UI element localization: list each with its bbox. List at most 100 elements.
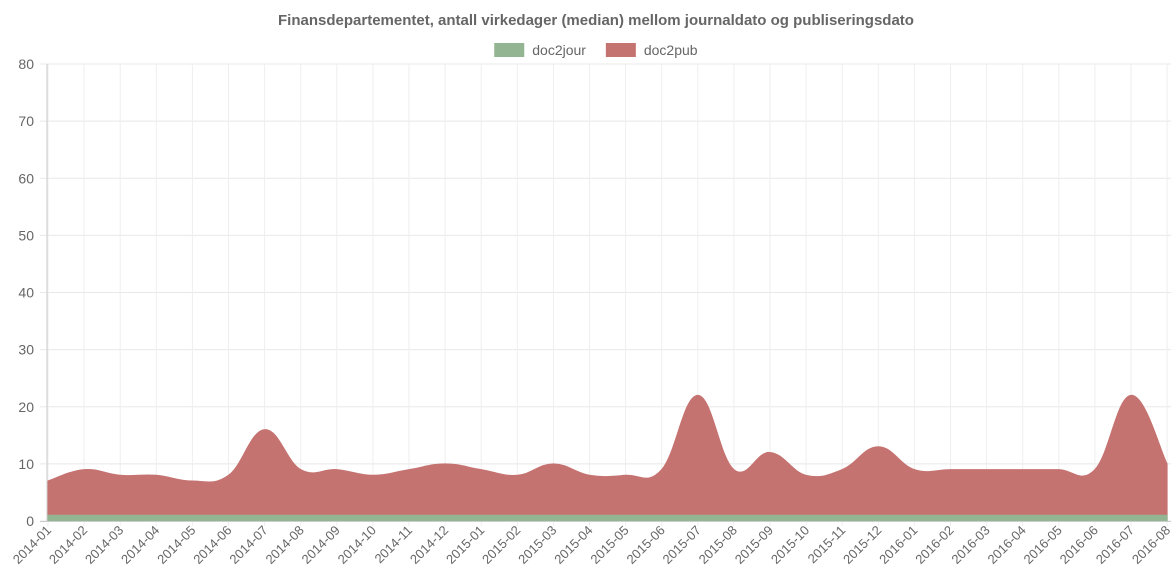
x-tick-label: 2016-06 [1057, 523, 1101, 567]
data-point-doc2pub[interactable] [731, 467, 737, 473]
data-point-doc2jour[interactable] [406, 512, 412, 518]
data-point-doc2jour[interactable] [984, 512, 990, 518]
x-tick-label: 2015-01 [443, 523, 487, 567]
data-point-doc2pub[interactable] [659, 467, 665, 473]
y-tick-label: 50 [18, 227, 34, 243]
legend-label-doc2pub[interactable]: doc2pub [644, 42, 698, 58]
data-point-doc2pub[interactable] [226, 472, 232, 478]
data-point-doc2pub[interactable] [117, 472, 123, 478]
series-area-doc2jour [47, 514, 1168, 522]
x-tick-label: 2016-03 [948, 523, 992, 567]
x-tick-label: 2015-05 [587, 523, 631, 567]
data-point-doc2pub[interactable] [298, 467, 304, 473]
data-point-doc2jour[interactable] [1092, 512, 1098, 518]
data-point-doc2jour[interactable] [695, 512, 701, 518]
data-point-doc2jour[interactable] [478, 512, 484, 518]
legend-swatch-doc2jour[interactable] [494, 43, 525, 57]
data-point-doc2pub[interactable] [189, 478, 195, 484]
data-point-doc2pub[interactable] [623, 472, 629, 478]
data-point-doc2jour[interactable] [370, 512, 376, 518]
data-point-doc2jour[interactable] [334, 512, 340, 518]
x-tick-label: 2015-04 [551, 523, 595, 567]
data-point-doc2jour[interactable] [81, 512, 87, 518]
data-point-doc2pub[interactable] [45, 478, 51, 484]
x-tick-label: 2014-12 [407, 523, 451, 567]
x-tick-label: 2014-01 [10, 523, 54, 567]
data-point-doc2jour[interactable] [875, 512, 881, 518]
data-point-doc2pub[interactable] [984, 467, 990, 473]
x-tick-label: 2015-10 [768, 523, 812, 567]
x-tick-label: 2015-07 [660, 523, 704, 567]
x-tick-label: 2014-02 [46, 523, 90, 567]
data-point-doc2jour[interactable] [948, 512, 954, 518]
data-point-doc2pub[interactable] [875, 444, 881, 450]
x-tick-label: 2016-02 [912, 523, 956, 567]
x-tick-label: 2014-06 [190, 523, 234, 567]
data-point-doc2jour[interactable] [442, 512, 448, 518]
data-point-doc2pub[interactable] [803, 472, 809, 478]
data-point-doc2jour[interactable] [731, 512, 737, 518]
x-tick-label: 2015-08 [696, 523, 740, 567]
x-tick-label: 2015-11 [805, 523, 849, 567]
data-point-doc2pub[interactable] [81, 467, 87, 473]
data-point-doc2jour[interactable] [1128, 512, 1134, 518]
data-point-doc2pub[interactable] [1092, 467, 1098, 473]
data-point-doc2pub[interactable] [839, 467, 845, 473]
data-point-doc2pub[interactable] [1164, 461, 1170, 467]
data-point-doc2pub[interactable] [370, 472, 376, 478]
data-point-doc2jour[interactable] [767, 512, 773, 518]
x-tick-label: 2016-05 [1021, 523, 1065, 567]
data-point-doc2jour[interactable] [1164, 512, 1170, 518]
y-tick-label: 0 [26, 513, 34, 529]
data-point-doc2jour[interactable] [550, 512, 556, 518]
grid [40, 63, 1171, 526]
x-tick-label: 2014-11 [371, 523, 415, 567]
data-point-doc2jour[interactable] [623, 512, 629, 518]
data-point-doc2pub[interactable] [767, 449, 773, 455]
data-point-doc2jour[interactable] [1056, 512, 1062, 518]
x-tick-label: 2015-06 [623, 523, 667, 567]
data-point-doc2jour[interactable] [153, 512, 159, 518]
data-point-doc2pub[interactable] [587, 472, 593, 478]
data-point-doc2pub[interactable] [262, 427, 268, 433]
x-tick-label: 2015-03 [515, 523, 559, 567]
legend-swatch-doc2pub[interactable] [605, 43, 636, 57]
data-point-doc2pub[interactable] [514, 472, 520, 478]
data-point-doc2jour[interactable] [298, 512, 304, 518]
data-point-doc2jour[interactable] [911, 512, 917, 518]
data-point-doc2jour[interactable] [839, 512, 845, 518]
x-tick-label: 2016-08 [1129, 523, 1171, 567]
data-point-doc2pub[interactable] [153, 472, 159, 478]
x-tick-label: 2014-07 [226, 523, 270, 567]
data-point-doc2pub[interactable] [406, 467, 412, 473]
data-point-doc2pub[interactable] [1128, 392, 1134, 398]
data-point-doc2pub[interactable] [334, 467, 340, 473]
data-point-doc2jour[interactable] [189, 512, 195, 518]
data-point-doc2pub[interactable] [1056, 467, 1062, 473]
data-point-doc2pub[interactable] [948, 467, 954, 473]
series-area-doc2pub [47, 394, 1168, 522]
legend-label-doc2jour[interactable]: doc2jour [532, 42, 586, 58]
data-point-doc2jour[interactable] [262, 512, 268, 518]
data-point-doc2pub[interactable] [442, 461, 448, 467]
x-tick-label: 2014-04 [118, 523, 162, 567]
y-tick-label: 40 [18, 285, 34, 301]
data-point-doc2jour[interactable] [659, 512, 665, 518]
data-point-doc2jour[interactable] [45, 512, 51, 518]
data-point-doc2jour[interactable] [117, 512, 123, 518]
data-point-doc2pub[interactable] [478, 467, 484, 473]
x-tick-label: 2016-04 [984, 523, 1028, 567]
data-point-doc2jour[interactable] [1020, 512, 1026, 518]
data-point-doc2jour[interactable] [587, 512, 593, 518]
data-point-doc2pub[interactable] [911, 467, 917, 473]
chart-title: Finansdepartementet, antall virkedager (… [278, 12, 914, 29]
data-point-doc2jour[interactable] [514, 512, 520, 518]
y-tick-label: 20 [18, 399, 34, 415]
data-point-doc2jour[interactable] [803, 512, 809, 518]
y-tick-label: 80 [18, 56, 34, 72]
data-point-doc2pub[interactable] [550, 461, 556, 467]
data-point-doc2jour[interactable] [226, 512, 232, 518]
data-point-doc2pub[interactable] [695, 392, 701, 398]
data-point-doc2pub[interactable] [1020, 467, 1026, 473]
